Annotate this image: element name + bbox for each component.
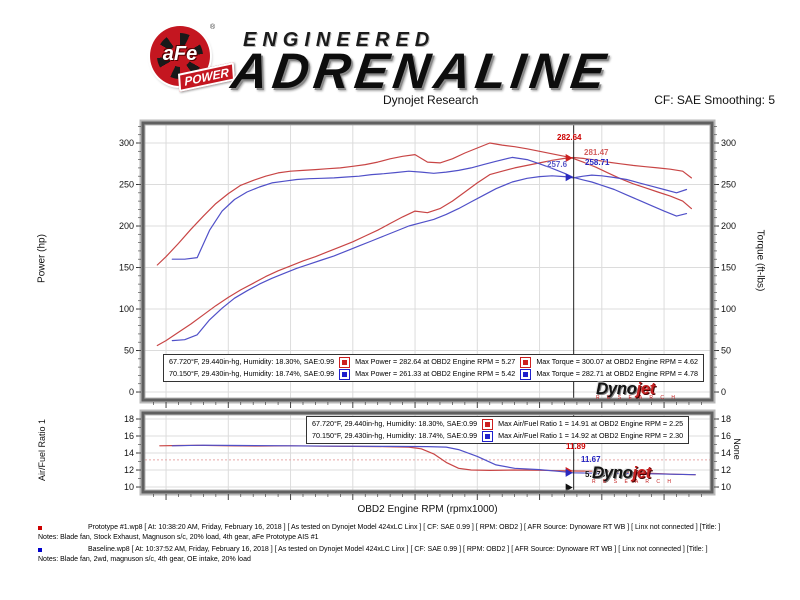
svg-text:300: 300 xyxy=(119,138,134,148)
run-notes: Notes: Blade fan, 2wd, magnuson s/c, 4th… xyxy=(38,556,251,563)
cursor-blue-torque-callout: 258.71 xyxy=(585,158,610,167)
cursor-rpm-callout: 5.274 xyxy=(585,470,606,479)
dynojet-watermark: Dynojet R E S E A R C H xyxy=(596,379,678,401)
svg-text:18: 18 xyxy=(124,414,134,424)
svg-text:150: 150 xyxy=(119,263,134,273)
main-chart-legend: 67.720°F, 29.440in-hg, Humidity: 18.30%,… xyxy=(163,354,704,383)
afr-axis-label: Air/Fuel Ratio 1 xyxy=(37,418,47,482)
brand-tagline-top: ENGINEERED xyxy=(243,29,436,51)
red-series-marker-icon xyxy=(339,356,351,368)
run-file-line: Baseline.wp8 [ At: 10:37:52 AM, Friday, … xyxy=(88,546,708,553)
correction-factor-label: CF: SAE Smoothing: 5 xyxy=(654,93,775,107)
legend-row-baseline: 70.150°F, 29.430in-hg, Humidity: 18.74%,… xyxy=(169,368,698,380)
svg-text:50: 50 xyxy=(721,346,731,356)
svg-text:50: 50 xyxy=(124,346,134,356)
svg-text:250: 250 xyxy=(721,180,736,190)
afr-chart-legend: 67.720°F, 29.440in-hg, Humidity: 18.30%,… xyxy=(306,416,690,445)
svg-text:200: 200 xyxy=(119,221,134,231)
svg-text:300: 300 xyxy=(721,138,736,148)
run-file-line: Prototype #1.wp8 [ At: 10:38:20 AM, Frid… xyxy=(88,524,721,531)
peak-power-callout: 282.64 xyxy=(557,133,582,142)
legend-row-prototype: 67.720°F, 29.440in-hg, Humidity: 18.30%,… xyxy=(169,356,698,368)
env-reading: 67.720°F, 29.440in-hg, Humidity: 18.30%,… xyxy=(312,419,478,428)
red-series-marker-icon xyxy=(520,356,532,368)
max-power-stat: Max Power = 282.64 at OBD2 Engine RPM = … xyxy=(355,357,516,366)
run-entry-baseline: Baseline.wp8 [ At: 10:37:52 AM, Friday, … xyxy=(30,545,778,565)
svg-text:0: 0 xyxy=(721,387,726,397)
blue-series-marker-icon xyxy=(339,368,351,380)
power-axis-label: Power (hp) xyxy=(36,234,48,283)
dyno-charts-canvas: 0 0 50 50 100 100 150 150 200 200 250 250 300 300 10 10… xyxy=(119,119,736,500)
dynojet-research-subtext: R E S E A R C H xyxy=(592,479,674,485)
svg-text:10: 10 xyxy=(124,482,134,492)
afe-power-logo: aFe ® POWER xyxy=(148,24,236,96)
run-entry-prototype: Prototype #1.wp8 [ At: 10:38:20 AM, Frid… xyxy=(30,523,778,543)
right-axis-none-label: None xyxy=(732,438,742,460)
env-reading: 70.150°F, 29.430in-hg, Humidity: 18.74%,… xyxy=(169,369,335,379)
svg-text:200: 200 xyxy=(721,221,736,231)
svg-text:0: 0 xyxy=(129,387,134,397)
dynojet-research-subtext: R E S E A R C H xyxy=(596,395,678,401)
max-afr-stat: Max Air/Fuel Ratio 1 = 14.92 at OBD2 Eng… xyxy=(498,431,684,441)
dynojet-watermark: Dynojet R E S E A R C H xyxy=(592,463,674,485)
svg-text:14: 14 xyxy=(124,448,134,458)
legend-row-baseline: 70.150°F, 29.430in-hg, Humidity: 18.74%,… xyxy=(312,430,683,442)
blue-run-bullet-icon xyxy=(38,548,42,552)
afr-red-callout: 11.89 xyxy=(566,442,586,451)
svg-text:10: 10 xyxy=(721,482,731,492)
red-series-marker-icon xyxy=(482,418,494,430)
registered-mark: ® xyxy=(210,24,216,31)
torque-axis-label: Torque (ft-lbs) xyxy=(754,229,766,292)
run-info-footer: Prototype #1.wp8 [ At: 10:38:20 AM, Frid… xyxy=(30,523,778,567)
afe-logo-text: aFe xyxy=(162,43,198,65)
svg-text:18: 18 xyxy=(721,414,731,424)
series-baseline-afr xyxy=(171,444,696,476)
svg-text:12: 12 xyxy=(721,465,731,475)
afe-logo-circle xyxy=(150,26,210,86)
svg-text:16: 16 xyxy=(124,431,134,441)
max-torque-stat: Max Torque = 282.71 at OBD2 Engine RPM =… xyxy=(536,369,698,379)
red-run-bullet-icon xyxy=(38,526,42,530)
svg-text:16: 16 xyxy=(721,431,731,441)
series-prototype-torque-ftlbs xyxy=(156,142,693,266)
afr-blue-callout: 11.67 xyxy=(581,455,601,464)
blue-series-marker-icon xyxy=(520,368,532,380)
brand-tagline-main: ADRENALINE xyxy=(228,43,614,99)
series-baseline-power-hp xyxy=(171,174,688,342)
dyno-software-title: Dynojet Research xyxy=(383,93,479,107)
run-notes: Notes: Blade fan, Stock Exhaust, Magnuso… xyxy=(38,534,319,541)
svg-text:100: 100 xyxy=(119,304,134,314)
series-baseline-torque-ftlbs xyxy=(171,156,688,260)
env-reading: 70.150°F, 29.430in-hg, Humidity: 18.74%,… xyxy=(312,431,478,441)
svg-text:100: 100 xyxy=(721,304,736,314)
blue-series-marker-icon xyxy=(482,430,494,442)
svg-text:250: 250 xyxy=(119,180,134,190)
svg-text:12: 12 xyxy=(124,465,134,475)
max-afr-stat: Max Air/Fuel Ratio 1 = 14.91 at OBD2 Eng… xyxy=(498,419,684,428)
svg-text:150: 150 xyxy=(721,263,736,273)
series-prototype-power-hp xyxy=(156,156,693,347)
cursor-blue-power-callout: 257.6 xyxy=(547,160,568,169)
max-torque-stat: Max Torque = 300.07 at OBD2 Engine RPM =… xyxy=(536,357,698,366)
env-reading: 67.720°F, 29.440in-hg, Humidity: 18.30%,… xyxy=(169,357,335,366)
cursor-power-callout: 281.47 xyxy=(584,148,609,157)
rpm-axis-label: OBD2 Engine RPM (rpmx1000) xyxy=(357,504,498,515)
max-power-stat: Max Power = 261.33 at OBD2 Engine RPM = … xyxy=(355,369,516,379)
legend-row-prototype: 67.720°F, 29.440in-hg, Humidity: 18.30%,… xyxy=(312,418,683,430)
svg-text:14: 14 xyxy=(721,448,731,458)
